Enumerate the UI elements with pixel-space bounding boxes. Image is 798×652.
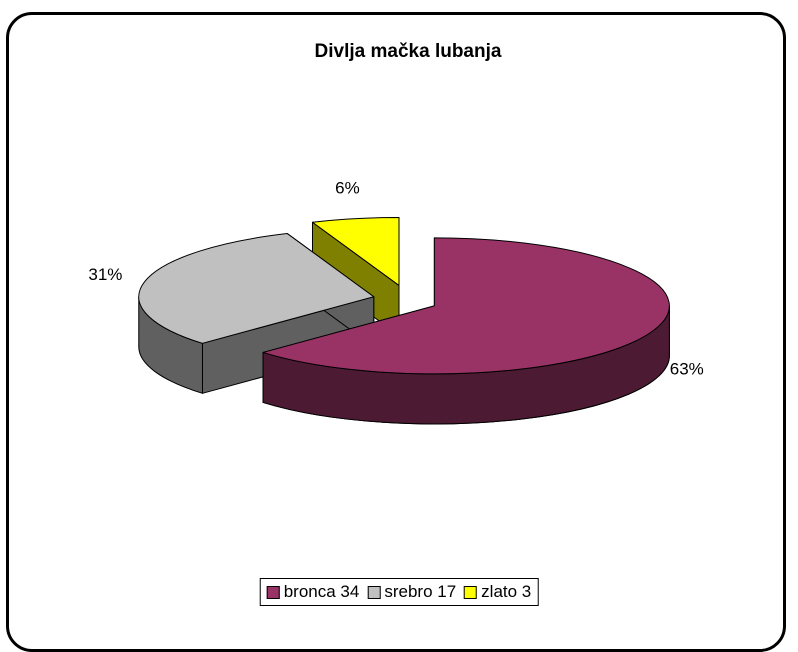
page: {"chart_data": {"type": "pie3d", "title"… <box>6 12 786 652</box>
legend-item: srebro 17 <box>367 582 456 602</box>
slice-top <box>311 216 400 286</box>
legend-label: zlato 3 <box>481 582 532 601</box>
legend-label: bronca 34 <box>283 582 360 601</box>
slice-top <box>262 237 670 375</box>
legend-swatch <box>266 585 280 599</box>
chart: Divlja mačka lubanja 63% 31% 6% <box>88 41 704 425</box>
data-label: 6% <box>335 179 360 198</box>
data-label: 63% <box>670 359 704 378</box>
legend-label: srebro 17 <box>384 582 457 601</box>
slice-top <box>138 233 375 344</box>
legend: bronca 34 srebro 17 zlato 3 <box>259 578 539 606</box>
legend-swatch <box>464 585 478 599</box>
legend-item: bronca 34 <box>266 582 360 602</box>
legend-swatch <box>367 585 381 599</box>
legend-item: zlato 3 <box>464 582 531 602</box>
data-label: 31% <box>88 265 122 284</box>
chart-title: Divlja mačka lubanja <box>315 41 502 62</box>
